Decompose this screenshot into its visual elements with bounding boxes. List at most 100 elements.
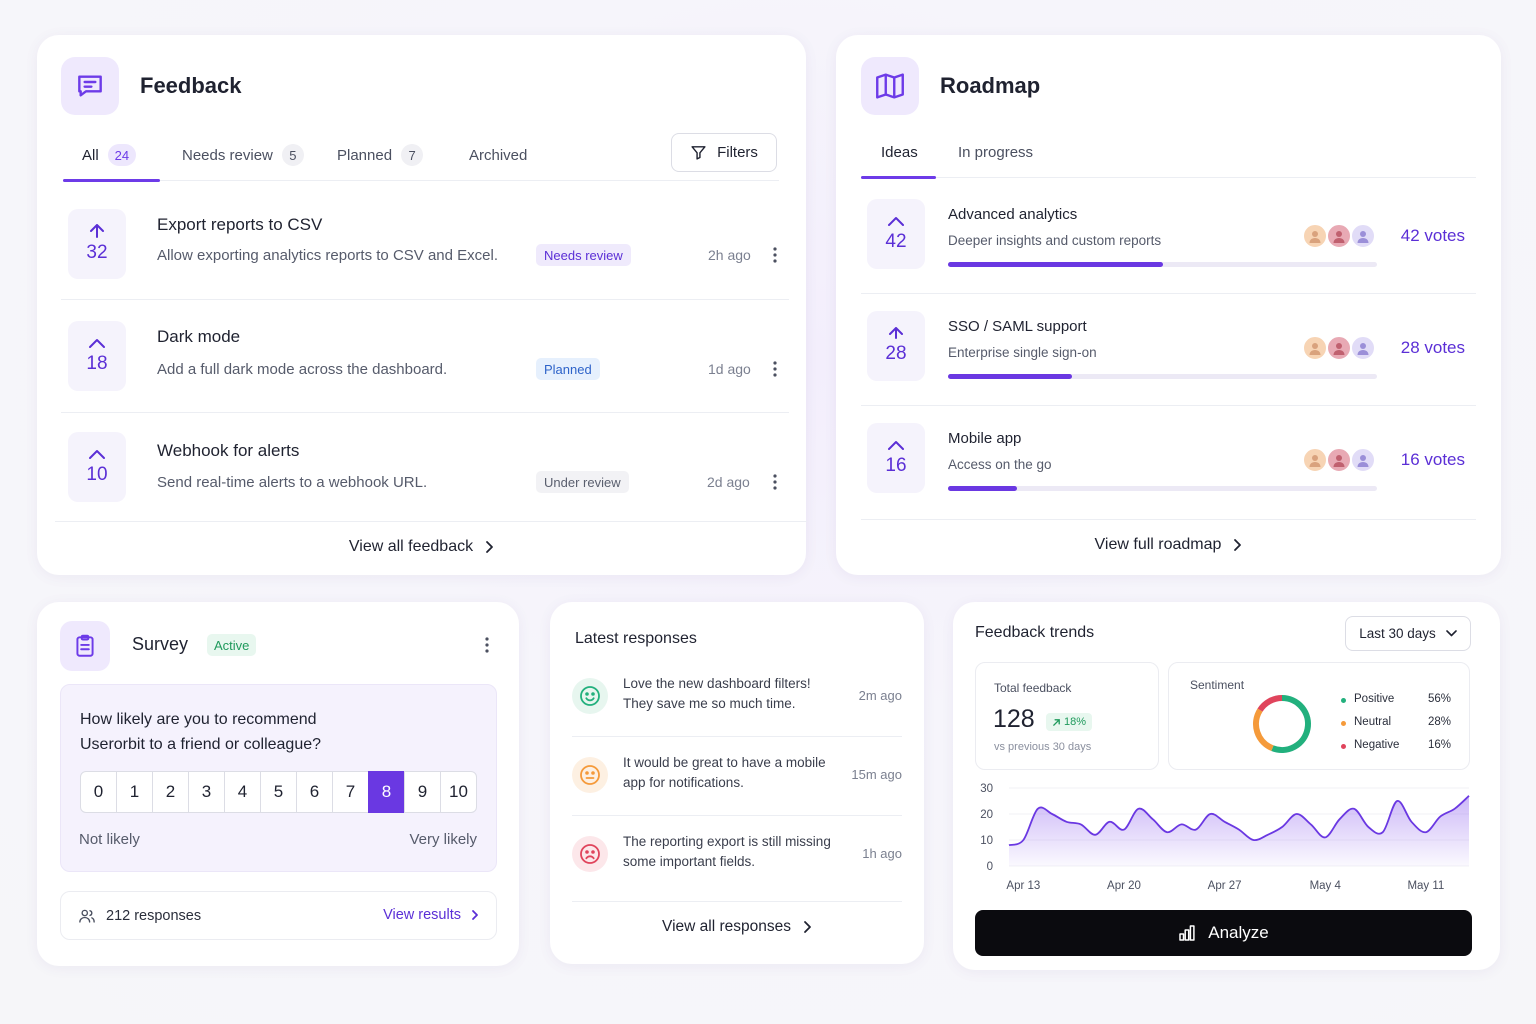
scale-option-1[interactable]: 1 bbox=[116, 771, 153, 813]
more-options-icon[interactable] bbox=[767, 359, 783, 379]
tab-needs-review[interactable]: Needs review 5 bbox=[182, 131, 304, 179]
response-text-line-2: They save me so much time. bbox=[623, 696, 796, 711]
upvote-button[interactable]: 28 bbox=[867, 311, 925, 381]
progress-fill bbox=[948, 486, 1017, 491]
survey-icon-tile bbox=[60, 621, 110, 671]
scale-option-10[interactable]: 10 bbox=[440, 771, 477, 813]
trend-line bbox=[1008, 795, 1470, 847]
response-item[interactable]: Love the new dashboard filters! They sav… bbox=[572, 660, 902, 738]
feedback-item-title[interactable]: Dark mode bbox=[157, 327, 241, 346]
y-tick-label: 20 bbox=[980, 809, 993, 821]
chevron-up-icon bbox=[89, 450, 105, 459]
scale-option-7[interactable]: 7 bbox=[332, 771, 369, 813]
tab-planned[interactable]: Planned 7 bbox=[337, 131, 424, 179]
roadmap-icon-tile bbox=[861, 57, 919, 115]
sentiment-panel: Sentiment Positive 56% Neutral 28% Negative 1… bbox=[1168, 662, 1470, 770]
upvote-button[interactable]: 18 bbox=[68, 321, 126, 391]
scale-option-8[interactable]: 8 bbox=[368, 771, 405, 813]
tab-ideas[interactable]: Ideas bbox=[881, 130, 918, 174]
feedback-trends-title: Feedback trends bbox=[975, 624, 1095, 641]
view-all-feedback-link[interactable]: View all feedback bbox=[37, 538, 806, 556]
scale-option-0[interactable]: 0 bbox=[80, 771, 117, 813]
tab-all[interactable]: All 24 bbox=[82, 131, 137, 179]
map-icon bbox=[876, 73, 904, 99]
feedback-item-title[interactable]: Webhook for alerts bbox=[157, 441, 300, 460]
analyze-label: Analyze bbox=[1208, 923, 1269, 942]
positive-face-icon bbox=[572, 678, 608, 714]
upvote-button[interactable]: 32 bbox=[68, 209, 126, 279]
vote-count: 32 bbox=[86, 242, 108, 263]
survey-question: How likely are you to recommend Userorbi… bbox=[80, 707, 321, 757]
tab-needs-review-count: 5 bbox=[281, 144, 304, 166]
donut-slice-positive bbox=[1271, 695, 1311, 753]
vote-count: 10 bbox=[86, 464, 108, 485]
chevron-up-icon bbox=[90, 224, 104, 238]
legend-item-negative: Negative 16% bbox=[1341, 739, 1451, 762]
x-tick-label: Apr 27 bbox=[1208, 880, 1242, 892]
view-all-feedback-label: View all feedback bbox=[348, 538, 474, 555]
tab-in-progress[interactable]: In progress bbox=[958, 130, 1033, 174]
legend-value: 16% bbox=[1427, 739, 1451, 751]
legend-label: Neutral bbox=[1354, 716, 1392, 728]
x-tick-label: May 11 bbox=[1407, 880, 1444, 892]
view-results-link[interactable]: View results bbox=[383, 907, 479, 923]
sentiment-donut-chart bbox=[1253, 695, 1311, 753]
vote-count: 16 bbox=[885, 455, 907, 476]
scale-option-9[interactable]: 9 bbox=[404, 771, 441, 813]
roadmap-tabs: Ideas In progress bbox=[861, 130, 1476, 179]
date-range-value: Last 30 days bbox=[1359, 626, 1436, 641]
response-text: The reporting export is still missing so… bbox=[623, 832, 843, 872]
progress-fill bbox=[948, 374, 1073, 379]
chevron-up-icon bbox=[89, 339, 105, 348]
legend-label: Positive bbox=[1354, 693, 1395, 705]
tab-all-label: All bbox=[82, 146, 99, 164]
upvote-button[interactable]: 42 bbox=[867, 199, 925, 269]
upvote-button[interactable]: 10 bbox=[68, 432, 126, 502]
total-feedback-value: 128 bbox=[993, 705, 1035, 733]
feedback-card: Feedback All 24 Needs review 5 Planned 7… bbox=[37, 35, 807, 575]
more-options-icon[interactable] bbox=[767, 472, 783, 492]
avatar bbox=[1350, 223, 1376, 249]
timestamp: 1d ago bbox=[708, 361, 751, 377]
filters-label: Filters bbox=[717, 144, 758, 161]
view-full-roadmap-link[interactable]: View full roadmap bbox=[836, 536, 1501, 554]
scale-option-3[interactable]: 3 bbox=[188, 771, 225, 813]
latest-responses-title: Latest responses bbox=[575, 630, 697, 647]
response-time: 2m ago bbox=[858, 688, 902, 703]
response-text-line-1: It would be great to have a mobile bbox=[623, 755, 826, 770]
more-options-icon[interactable] bbox=[479, 635, 495, 655]
scale-option-5[interactable]: 5 bbox=[260, 771, 297, 813]
sentiment-label: Sentiment bbox=[1190, 678, 1245, 692]
avatar bbox=[1326, 447, 1352, 473]
chevron-up-icon bbox=[888, 217, 904, 226]
vote-count: 28 bbox=[885, 343, 907, 364]
roadmap-item-description: Access on the go bbox=[948, 457, 1052, 472]
roadmap-item-title[interactable]: Advanced analytics bbox=[948, 206, 1078, 223]
scale-option-2[interactable]: 2 bbox=[152, 771, 189, 813]
response-text-line-2: app for notifications. bbox=[623, 775, 744, 790]
bar-chart-icon bbox=[1179, 925, 1195, 941]
tab-archived[interactable]: Archived bbox=[469, 131, 527, 179]
scale-option-6[interactable]: 6 bbox=[296, 771, 333, 813]
roadmap-item-title[interactable]: Mobile app bbox=[948, 430, 1022, 447]
view-results-label: View results bbox=[383, 907, 461, 923]
clipboard-icon bbox=[76, 634, 94, 657]
more-options-icon[interactable] bbox=[767, 245, 783, 265]
analyze-button[interactable]: Analyze bbox=[975, 910, 1472, 956]
response-item[interactable]: The reporting export is still missing so… bbox=[572, 818, 902, 896]
response-text: Love the new dashboard filters! They sav… bbox=[623, 674, 843, 714]
upvote-button[interactable]: 16 bbox=[867, 423, 925, 493]
response-text-line-1: Love the new dashboard filters! bbox=[623, 676, 811, 691]
date-range-select[interactable]: Last 30 days bbox=[1345, 616, 1471, 651]
response-item[interactable]: It would be great to have a mobile app f… bbox=[572, 739, 902, 817]
vote-count: 42 bbox=[885, 231, 907, 252]
roadmap-item-title[interactable]: SSO / SAML support bbox=[948, 318, 1087, 335]
y-tick-label: 0 bbox=[987, 861, 993, 873]
votes-label: 42 votes bbox=[1400, 226, 1465, 245]
survey-question-line-2: Userorbit to a friend or colleague? bbox=[80, 736, 322, 753]
scale-option-4[interactable]: 4 bbox=[224, 771, 261, 813]
feedback-item-title[interactable]: Export reports to CSV bbox=[157, 215, 323, 234]
response-time: 1h ago bbox=[862, 846, 902, 861]
view-all-responses-link[interactable]: View all responses bbox=[550, 918, 924, 936]
filters-button[interactable]: Filters bbox=[671, 133, 777, 172]
